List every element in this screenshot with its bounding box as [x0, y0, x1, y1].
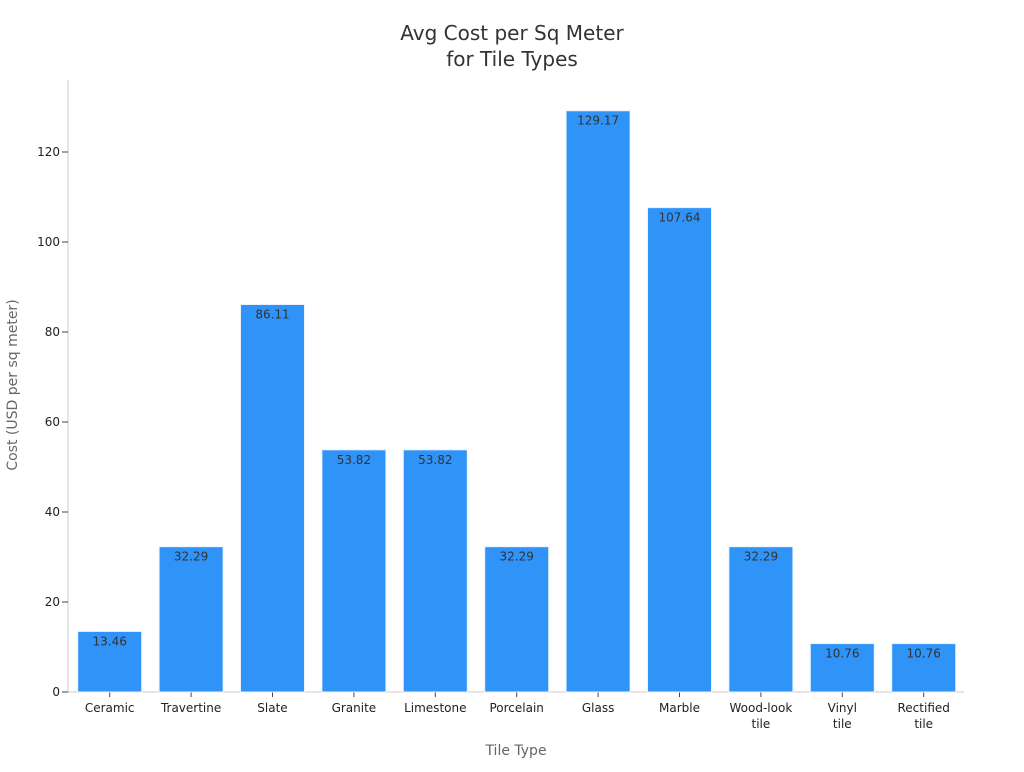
bar: [728, 546, 794, 693]
x-tick-label: Wood-look tile: [730, 701, 793, 731]
y-tick-label: 100: [37, 235, 60, 249]
chart-title-line: Avg Cost per Sq Meter: [400, 21, 624, 45]
chart-title-line: for Tile Types: [446, 47, 578, 71]
x-tick-label: Slate: [257, 701, 287, 715]
bar: [158, 546, 224, 693]
y-tick-label: 60: [45, 415, 60, 429]
bar: [402, 449, 468, 693]
data-labels: 13.46 32.29 86.11 53.82 53.82 32.29 129.17 107.…: [93, 114, 941, 661]
bar: [240, 304, 305, 693]
bar-value-label: 32.29: [500, 550, 534, 564]
bar-value-label: 53.82: [418, 453, 452, 467]
bar: [809, 643, 875, 693]
bar: [647, 207, 712, 693]
bar: [77, 630, 143, 693]
x-tick-label: Travertine: [160, 701, 221, 715]
bar-value-label: 32.29: [174, 550, 208, 564]
bar-value-label: 10.76: [907, 647, 941, 661]
x-tick-label: Granite: [332, 701, 377, 715]
x-tick-label: Ceramic: [85, 701, 135, 715]
x-axis-title: Tile Type: [484, 743, 546, 759]
y-tick-label: 120: [37, 145, 60, 159]
bar-value-label: 86.11: [255, 308, 289, 322]
y-tick-label: 40: [45, 505, 60, 519]
bar-value-label: 53.82: [337, 453, 371, 467]
x-tick-label: Limestone: [404, 701, 466, 715]
bar-value-label: 129.17: [577, 114, 619, 128]
bar-value-label: 10.76: [825, 647, 859, 661]
y-tick-label: 20: [45, 595, 60, 609]
bar-value-label: 32.29: [744, 550, 778, 564]
bar: [484, 546, 550, 693]
x-axis: Ceramic Travertine Slate Granite Limestone Po…: [68, 691, 964, 759]
x-tick-label: Marble: [659, 701, 700, 715]
x-tick-label: Rectified tile: [898, 701, 950, 731]
x-tick-label: Glass: [582, 701, 615, 715]
y-axis: 0 20 40 60 80 100 120 Cost (USD per sq meter): [5, 80, 69, 699]
y-tick-label: 80: [45, 325, 60, 339]
bar-value-label: 107.64: [659, 211, 701, 225]
bars: [77, 110, 957, 693]
bar-value-label: 13.46: [93, 634, 127, 648]
x-tick-label: Porcelain: [489, 701, 543, 715]
x-tick-label: Vinyl tile: [828, 701, 857, 731]
bar: [321, 449, 387, 693]
y-tick-label: 0: [52, 685, 60, 699]
bar: [565, 110, 631, 693]
bar: [891, 643, 957, 693]
y-axis-title: Cost (USD per sq meter): [5, 299, 21, 470]
